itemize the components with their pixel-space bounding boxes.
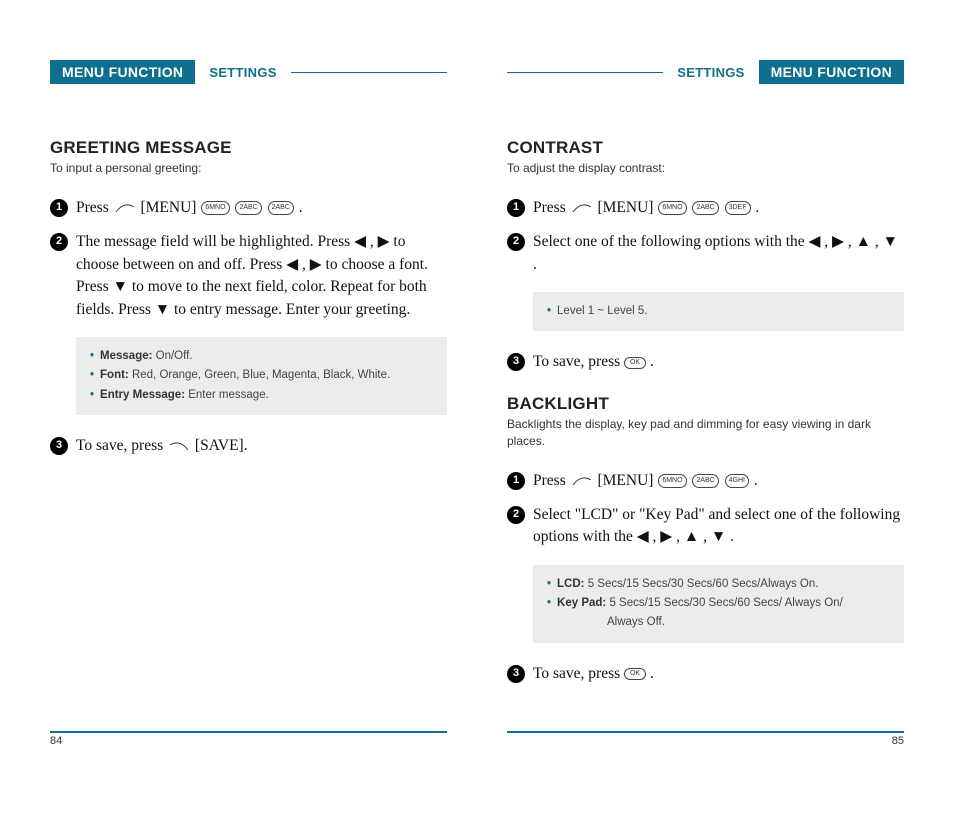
step-body: To save, press OK . <box>533 351 904 373</box>
info-item: Entry Message: Enter message. <box>90 386 433 405</box>
contrast-step-1: 1 Press [MENU] 6MNO 2ABC 3DEF . <box>507 197 904 219</box>
contrast-step-2: 2 Select one of the following options wi… <box>507 231 904 276</box>
step-number-icon: 3 <box>50 437 68 455</box>
greeting-step-3: 3 To save, press [SAVE]. <box>50 435 447 457</box>
key-icon: 6MNO <box>658 201 686 215</box>
info-item: Message: On/Off. <box>90 347 433 366</box>
step-body: Press [MENU] 6MNO 2ABC 2ABC . <box>76 197 447 219</box>
key-icon: 6MNO <box>201 201 229 215</box>
step-body: Select "LCD" or "Key Pad" and select one… <box>533 504 904 549</box>
step-body: The message field will be highlighted. P… <box>76 231 447 321</box>
key-icon: 2ABC <box>692 474 718 488</box>
info-item: LCD: 5 Secs/15 Secs/30 Secs/60 Secs/Alwa… <box>547 575 890 594</box>
page-right: SETTINGS MENU FUNCTION CONTRAST To adjus… <box>507 60 904 747</box>
page-spread: MENU FUNCTION SETTINGS GREETING MESSAGE … <box>0 0 954 767</box>
step-number-icon: 2 <box>507 233 525 251</box>
ok-key-icon: OK <box>624 668 646 680</box>
step-body: To save, press [SAVE]. <box>76 435 447 457</box>
info-item: Always Off. <box>547 613 890 632</box>
step-number-icon: 1 <box>50 199 68 217</box>
greeting-step-2: 2 The message field will be highlighted.… <box>50 231 447 321</box>
page-number: 85 <box>507 735 904 747</box>
page-left: MENU FUNCTION SETTINGS GREETING MESSAGE … <box>50 60 447 747</box>
step-number-icon: 2 <box>50 233 68 251</box>
header-left: MENU FUNCTION SETTINGS <box>50 60 447 84</box>
step-number-icon: 2 <box>507 506 525 524</box>
ok-key-icon: OK <box>624 357 646 369</box>
step-number-icon: 1 <box>507 199 525 217</box>
footer-rule <box>50 731 447 733</box>
step-number-icon: 3 <box>507 353 525 371</box>
step-body: Select one of the following options with… <box>533 231 904 276</box>
header-rule <box>507 72 663 73</box>
contrast-sub: To adjust the display contrast: <box>507 160 904 177</box>
footer-right: 85 <box>507 691 904 747</box>
key-icon: 3DEF <box>725 201 751 215</box>
greeting-heading: GREETING MESSAGE <box>50 138 447 158</box>
key-icon: 2ABC <box>235 201 261 215</box>
contrast-heading: CONTRAST <box>507 138 904 158</box>
backlight-step-3: 3 To save, press OK . <box>507 663 904 685</box>
backlight-heading: BACKLIGHT <box>507 394 904 414</box>
footer-rule <box>507 731 904 733</box>
softkey-icon <box>168 439 190 453</box>
step-number-icon: 3 <box>507 665 525 683</box>
header-tab: MENU FUNCTION <box>759 60 904 84</box>
key-icon: 2ABC <box>268 201 294 215</box>
backlight-step-1: 1 Press [MENU] 6MNO 2ABC 4GHI . <box>507 470 904 492</box>
step-number-icon: 1 <box>507 472 525 490</box>
info-item: Font: Red, Orange, Green, Blue, Magenta,… <box>90 366 433 385</box>
backlight-step-2: 2 Select "LCD" or "Key Pad" and select o… <box>507 504 904 549</box>
page-number: 84 <box>50 735 447 747</box>
key-icon: 6MNO <box>658 474 686 488</box>
softkey-icon <box>571 474 593 488</box>
backlight-sub: Backlights the display, key pad and dimm… <box>507 416 904 450</box>
step-body: Press [MENU] 6MNO 2ABC 4GHI . <box>533 470 904 492</box>
header-label: SETTINGS <box>209 65 276 80</box>
footer-left: 84 <box>50 691 447 747</box>
header-label: SETTINGS <box>677 65 744 80</box>
softkey-icon <box>571 201 593 215</box>
header-tab: MENU FUNCTION <box>50 60 195 84</box>
step-body: To save, press OK . <box>533 663 904 685</box>
info-item: Key Pad: 5 Secs/15 Secs/30 Secs/60 Secs/… <box>547 594 890 613</box>
greeting-step-1: 1 Press [MENU] 6MNO 2ABC 2ABC . <box>50 197 447 219</box>
step-body: Press [MENU] 6MNO 2ABC 3DEF . <box>533 197 904 219</box>
header-rule <box>291 72 447 73</box>
header-right: SETTINGS MENU FUNCTION <box>507 60 904 84</box>
contrast-info-box: Level 1 ~ Level 5. <box>533 292 904 331</box>
contrast-step-3: 3 To save, press OK . <box>507 351 904 373</box>
greeting-info-box: Message: On/Off. Font: Red, Orange, Gree… <box>76 337 447 415</box>
key-icon: 2ABC <box>692 201 718 215</box>
info-item: Level 1 ~ Level 5. <box>547 302 890 321</box>
softkey-icon <box>114 201 136 215</box>
key-icon: 4GHI <box>725 474 749 488</box>
greeting-sub: To input a personal greeting: <box>50 160 447 177</box>
backlight-info-box: LCD: 5 Secs/15 Secs/30 Secs/60 Secs/Alwa… <box>533 565 904 643</box>
